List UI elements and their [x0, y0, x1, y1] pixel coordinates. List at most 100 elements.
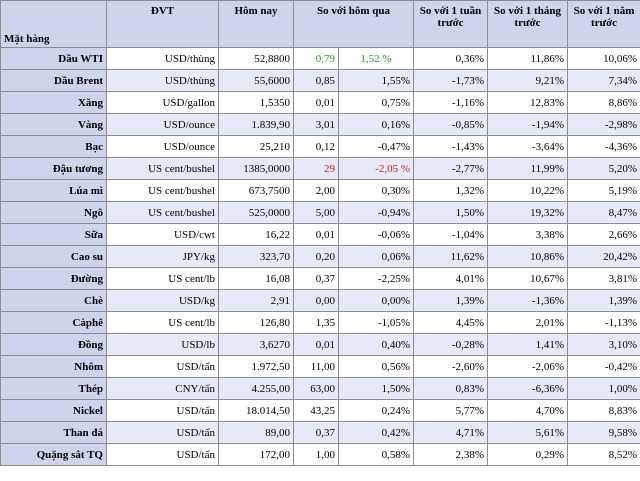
- pct-vs-month: 10,22%: [487, 179, 568, 202]
- change-vs-yesterday: 0,37: [293, 267, 339, 290]
- commodity-name: Quặng sắt TQ: [0, 443, 107, 466]
- pct-vs-month: 11,86%: [487, 47, 568, 70]
- commodity-name: Đường: [0, 267, 107, 290]
- pct-vs-year: 1,00%: [567, 377, 640, 400]
- change-vs-yesterday: 11,00: [293, 355, 339, 378]
- price-today: 1.972,50: [218, 355, 294, 378]
- commodity-name: Đậu tương: [0, 157, 107, 180]
- pct-vs-year: 7,34%: [567, 69, 640, 92]
- change-vs-yesterday: 29: [293, 157, 339, 180]
- pct-vs-month: 4,70%: [487, 399, 568, 422]
- pct-vs-year: -1,13%: [567, 311, 640, 334]
- pct-vs-yesterday: 0,40%: [338, 333, 414, 356]
- pct-vs-week: 4,45%: [413, 311, 488, 334]
- unit-cell: USD/thùng: [106, 69, 219, 92]
- pct-vs-week: -0,28%: [413, 333, 488, 356]
- unit-cell: USD/tấn: [106, 399, 219, 422]
- unit-cell: USD/tấn: [106, 443, 219, 466]
- pct-vs-week: 1,32%: [413, 179, 488, 202]
- pct-vs-yesterday: 0,06%: [338, 245, 414, 268]
- change-vs-yesterday: 0,00: [293, 289, 339, 312]
- pct-vs-yesterday: -0,94%: [338, 201, 414, 224]
- pct-vs-yesterday: 1,55%: [338, 69, 414, 92]
- pct-vs-year: 3,10%: [567, 333, 640, 356]
- price-today: 1385,0000: [218, 157, 294, 180]
- table-row: Sữa USD/cwt 16,22 0,01 -0,06% -1,04% 3,38% 2,66…: [0, 223, 640, 246]
- pct-vs-week: -1,04%: [413, 223, 488, 246]
- change-vs-yesterday: 0,37: [293, 421, 339, 444]
- pct-vs-month: 19,32%: [487, 201, 568, 224]
- pct-vs-month: -3,64%: [487, 135, 568, 158]
- pct-vs-yesterday: 1,52 %: [338, 47, 414, 70]
- pct-vs-month: 2,01%: [487, 311, 568, 334]
- pct-vs-month: 10,67%: [487, 267, 568, 290]
- price-today: 16,22: [218, 223, 294, 246]
- change-vs-yesterday: 0,20: [293, 245, 339, 268]
- commodity-name: Dầu Brent: [0, 69, 107, 92]
- table-row: Quặng sắt TQ USD/tấn 172,00 1,00 0,58% 2,38% 0…: [0, 443, 640, 466]
- price-today: 16,08: [218, 267, 294, 290]
- commodity-name: Nhôm: [0, 355, 107, 378]
- pct-vs-week: 2,38%: [413, 443, 488, 466]
- pct-vs-year: 8,52%: [567, 443, 640, 466]
- pct-vs-month: 0,29%: [487, 443, 568, 466]
- pct-vs-month: 10,86%: [487, 245, 568, 268]
- pct-vs-year: -2,98%: [567, 113, 640, 136]
- pct-vs-month: 5,61%: [487, 421, 568, 444]
- table-row: Càphê US cent/lb 126,80 1,35 -1,05% 4,45% 2,01…: [0, 311, 640, 334]
- change-vs-yesterday: 0,79: [293, 47, 339, 70]
- pct-vs-yesterday: 1,50%: [338, 377, 414, 400]
- pct-vs-year: 9,58%: [567, 421, 640, 444]
- commodity-name: Đồng: [0, 333, 107, 356]
- change-vs-yesterday: 0,01: [293, 333, 339, 356]
- pct-vs-month: 9,21%: [487, 69, 568, 92]
- commodity-name: Ngô: [0, 201, 107, 224]
- commodity-name: Than đá: [0, 421, 107, 444]
- price-today: 525,0000: [218, 201, 294, 224]
- unit-cell: US cent/bushel: [106, 201, 219, 224]
- table-row: Than đá USD/tấn 89,00 0,37 0,42% 4,71% 5,61% 9,…: [0, 421, 640, 444]
- price-today: 673,7500: [218, 179, 294, 202]
- pct-vs-month: -1,94%: [487, 113, 568, 136]
- pct-vs-week: 5,77%: [413, 399, 488, 422]
- pct-vs-week: 1,39%: [413, 289, 488, 312]
- change-vs-yesterday: 1,00: [293, 443, 339, 466]
- price-today: 1,5350: [218, 91, 294, 114]
- unit-cell: USD/tấn: [106, 421, 219, 444]
- change-vs-yesterday: 0,85: [293, 69, 339, 92]
- unit-cell: USD/thùng: [106, 47, 219, 70]
- commodity-name: Thép: [0, 377, 107, 400]
- header-row: Mặt hàng ĐVT Hôm nay So với hôm qua So v…: [0, 0, 640, 48]
- pct-vs-week: 4,01%: [413, 267, 488, 290]
- pct-vs-month: 12,83%: [487, 91, 568, 114]
- change-vs-yesterday: 0,12: [293, 135, 339, 158]
- price-today: 55,6000: [218, 69, 294, 92]
- table-row: Đậu tương US cent/bushel 1385,0000 29 -2,05 …: [0, 157, 640, 180]
- commodity-name: Dầu WTI: [0, 47, 107, 70]
- pct-vs-yesterday: -0,06%: [338, 223, 414, 246]
- pct-vs-yesterday: 0,58%: [338, 443, 414, 466]
- pct-vs-yesterday: 0,00%: [338, 289, 414, 312]
- price-today: 323,70: [218, 245, 294, 268]
- header-item: Mặt hàng: [0, 0, 107, 48]
- pct-vs-month: 3,38%: [487, 223, 568, 246]
- pct-vs-week: -1,16%: [413, 91, 488, 114]
- pct-vs-yesterday: 0,24%: [338, 399, 414, 422]
- pct-vs-year: 5,19%: [567, 179, 640, 202]
- pct-vs-week: 0,83%: [413, 377, 488, 400]
- unit-cell: JPY/kg: [106, 245, 219, 268]
- price-today: 126,80: [218, 311, 294, 334]
- change-vs-yesterday: 3,01: [293, 113, 339, 136]
- pct-vs-yesterday: -1,05%: [338, 311, 414, 334]
- change-vs-yesterday: 0,01: [293, 223, 339, 246]
- pct-vs-week: -2,60%: [413, 355, 488, 378]
- price-today: 52,8800: [218, 47, 294, 70]
- table-row: Đường US cent/lb 16,08 0,37 -2,25% 4,01% 10,67…: [0, 267, 640, 290]
- pct-vs-month: 1,41%: [487, 333, 568, 356]
- price-today: 89,00: [218, 421, 294, 444]
- header-vs-week: So với 1 tuần trước: [413, 0, 488, 48]
- header-vs-month: So với 1 tháng trước: [487, 0, 568, 48]
- unit-cell: USD/ounce: [106, 113, 219, 136]
- unit-cell: USD/cwt: [106, 223, 219, 246]
- unit-cell: US cent/bushel: [106, 179, 219, 202]
